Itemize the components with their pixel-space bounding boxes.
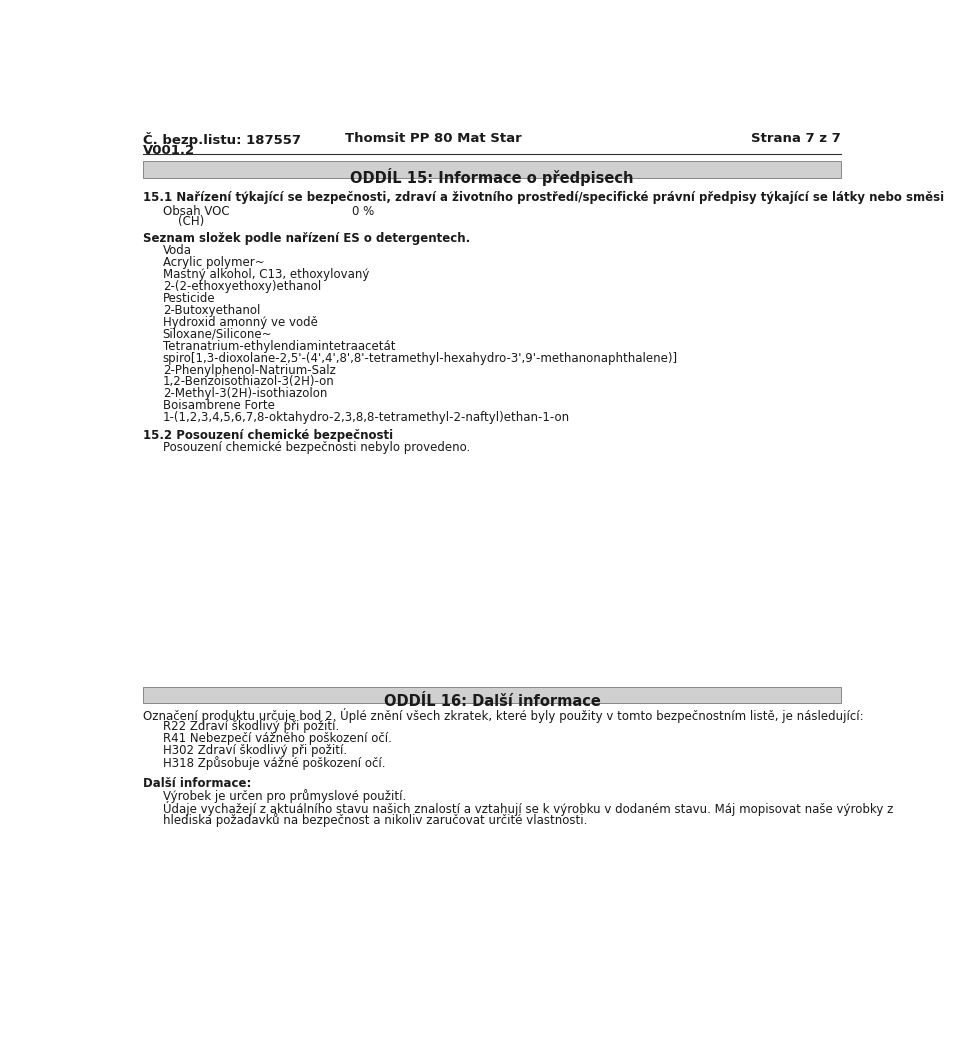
- Text: 2-Phenylphenol-Natrium-Salz: 2-Phenylphenol-Natrium-Salz: [162, 364, 335, 376]
- Text: Další informace:: Další informace:: [143, 777, 252, 790]
- FancyBboxPatch shape: [143, 161, 841, 177]
- Text: 15.2 Posouzení chemické bezpečnosti: 15.2 Posouzení chemické bezpečnosti: [143, 429, 394, 443]
- Text: hlediska požadavků na bezpečnost a nikoliv zaručovat určité vlastnosti.: hlediska požadavků na bezpečnost a nikol…: [162, 813, 587, 826]
- Text: Obsah VOC: Obsah VOC: [162, 204, 229, 218]
- Text: 2-(2-ethoxyethoxy)ethanol: 2-(2-ethoxyethoxy)ethanol: [162, 280, 321, 293]
- Text: H318 Způsobuje vážné poškození očí.: H318 Způsobuje vážné poškození očí.: [162, 756, 385, 769]
- Text: Č. bezp.listu: 187557: Č. bezp.listu: 187557: [143, 132, 301, 147]
- Text: Boisambrene Forte: Boisambrene Forte: [162, 399, 275, 413]
- Text: Pesticide: Pesticide: [162, 291, 215, 305]
- Text: Výrobek je určen pro průmyslové použití.: Výrobek je určen pro průmyslové použití.: [162, 789, 406, 803]
- Text: V001.2: V001.2: [143, 144, 196, 157]
- Text: (CH): (CH): [179, 216, 204, 228]
- Text: Seznam složek podle nařízení ES o detergentech.: Seznam složek podle nařízení ES o deterg…: [143, 232, 470, 245]
- Text: Mastný alkohol, C13, ethoxylovaný: Mastný alkohol, C13, ethoxylovaný: [162, 268, 369, 281]
- Text: Hydroxid amonný ve vodě: Hydroxid amonný ve vodě: [162, 316, 318, 329]
- Text: Označení produktu určuje bod 2. Úplé znění všech zkratek, které byly použity v t: Označení produktu určuje bod 2. Úplé zně…: [143, 708, 864, 723]
- Text: Thomsit PP 80 Mat Star: Thomsit PP 80 Mat Star: [345, 132, 521, 145]
- Text: 1,2-Benzoisothiazol-3(2H)-on: 1,2-Benzoisothiazol-3(2H)-on: [162, 375, 334, 389]
- Text: R22 Zdraví škodlivý při požití.: R22 Zdraví škodlivý při požití.: [162, 720, 339, 733]
- Text: Posouzení chemické bezpečnosti nebylo provedeno.: Posouzení chemické bezpečnosti nebylo pr…: [162, 442, 469, 454]
- Text: spiro[1,3-dioxolane-2,5'-(4',4',8',8'-tetramethyl-hexahydro-3',9'-methanonaphtha: spiro[1,3-dioxolane-2,5'-(4',4',8',8'-te…: [162, 352, 678, 365]
- Text: Strana 7 z 7: Strana 7 z 7: [751, 132, 841, 145]
- FancyBboxPatch shape: [143, 686, 841, 703]
- Text: Voda: Voda: [162, 244, 192, 257]
- Text: ODDÍL 15: Informace o předpisech: ODDÍL 15: Informace o předpisech: [350, 168, 634, 187]
- Text: 2-Butoxyethanol: 2-Butoxyethanol: [162, 304, 260, 317]
- Text: Siloxane/Silicone~: Siloxane/Silicone~: [162, 328, 272, 341]
- Text: Údaje vychažejí z aktuálního stavu našich znalostí a vztahují se k výrobku v dod: Údaje vychažejí z aktuálního stavu našic…: [162, 801, 893, 816]
- Text: 2-Methyl-3(2H)-isothiazolon: 2-Methyl-3(2H)-isothiazolon: [162, 388, 327, 400]
- Text: Acrylic polymer~: Acrylic polymer~: [162, 256, 264, 270]
- Text: ODDÍL 16: Další informace: ODDÍL 16: Další informace: [384, 694, 600, 709]
- Text: 0 %: 0 %: [352, 204, 374, 218]
- Text: H302 Zdraví škodlivý při požití.: H302 Zdraví škodlivý při požití.: [162, 744, 347, 757]
- Text: 15.1 Nařízení týkající se bezpečnosti, zdraví a životního prostředí/specifické p: 15.1 Nařízení týkající se bezpečnosti, z…: [143, 192, 945, 204]
- Text: Tetranatrium-ethylendiamintetraacetát: Tetranatrium-ethylendiamintetraacetát: [162, 340, 396, 353]
- Text: 1-(1,2,3,4,5,6,7,8-oktahydro-2,3,8,8-tetramethyl-2-naftyl)ethan-1-on: 1-(1,2,3,4,5,6,7,8-oktahydro-2,3,8,8-tet…: [162, 412, 569, 424]
- Text: R41 Nebezpečí vážného poškození očí.: R41 Nebezpečí vážného poškození očí.: [162, 732, 392, 745]
